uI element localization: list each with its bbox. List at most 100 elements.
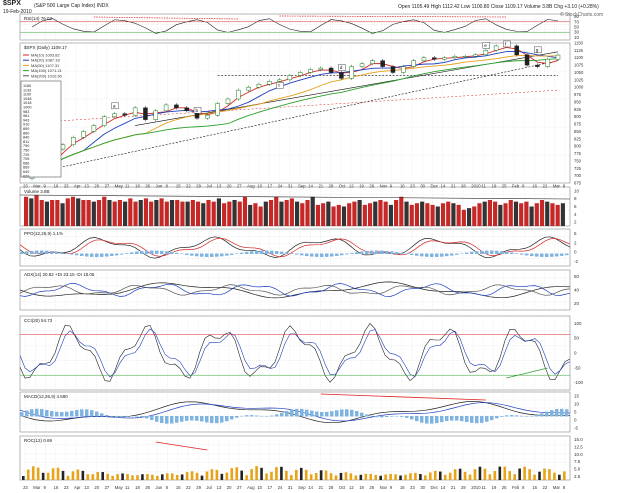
panel-frame-ppo: [19, 228, 571, 267]
price-tick: 1125: [574, 48, 584, 53]
x-tick-top: Dec: [431, 184, 438, 189]
fib-level: 910: [23, 123, 29, 127]
ppo-histogram-bar: [135, 251, 139, 254]
volume-bar: [237, 201, 242, 226]
x-tick-bottom: Mar: [553, 485, 561, 490]
roc-bar: [453, 469, 457, 480]
roc-bar: [175, 475, 179, 480]
panel-label-williams: CCI(20) 54.73: [24, 318, 53, 323]
volume-bar: [190, 200, 195, 226]
macd-histogram-bar: [230, 416, 234, 420]
ppo-histogram-bar: [420, 253, 424, 257]
x-tick-top: Nov: [380, 184, 388, 189]
volume-panel: [19, 194, 571, 226]
x-tick-top: 2010: [471, 184, 481, 189]
macd-histogram-bar: [495, 416, 499, 419]
roc-bar: [384, 474, 387, 480]
y-tick-ppo: 2: [574, 240, 577, 245]
volume-bar: [300, 203, 305, 226]
x-tick-bottom: 11: [481, 485, 486, 490]
volume-bar: [175, 200, 180, 226]
fib-level: 1100: [23, 93, 31, 97]
macd-histogram-bar: [225, 416, 229, 422]
roc-bar: [394, 474, 397, 480]
macd-histogram-bar: [425, 416, 429, 424]
price-tick: 750: [574, 158, 582, 163]
fib-level: 1018: [23, 101, 31, 105]
macd-histogram-bar: [30, 409, 34, 417]
roc-bar: [160, 474, 164, 480]
macd-histogram-bar: [255, 415, 259, 417]
macd-histogram-bar: [385, 416, 389, 418]
ppo-histogram-bar: [435, 253, 439, 257]
macd-histogram-bar: [355, 411, 359, 417]
volume-bar: [263, 201, 268, 226]
macd-histogram-bar: [120, 416, 124, 418]
macd-histogram-bar: [280, 412, 284, 417]
price-tick: 725: [574, 166, 582, 171]
roc-bar: [374, 474, 378, 480]
ppo-histogram-bar: [145, 250, 149, 254]
volume-bar: [472, 206, 477, 226]
ppo-histogram-bar: [455, 253, 459, 255]
roc-bar: [299, 467, 303, 480]
x-tick-top: 22: [186, 184, 191, 189]
x-tick-top: 16: [532, 184, 537, 189]
volume-bar: [560, 203, 565, 226]
volume-bar: [367, 203, 373, 226]
macd-histogram-bar: [240, 415, 244, 417]
ppo-histogram-bar: [275, 251, 279, 254]
macd-histogram-bar: [110, 416, 114, 417]
annotation-box: [111, 102, 119, 110]
x-tick-top: 23: [64, 184, 69, 189]
volume-bar: [409, 204, 414, 226]
x-tick-top: 22: [543, 184, 548, 189]
candle-body: [246, 86, 251, 91]
macd-histogram-bar: [365, 414, 369, 417]
panel-label-adx: ADX(14) 20.82 +DI 23.15 -DI 18.05: [24, 272, 95, 277]
y-tick-macd: 15: [574, 394, 580, 399]
x-tick-bottom: 14: [308, 485, 313, 490]
candle-body: [524, 54, 530, 66]
ppo-histogram-bar: [505, 251, 509, 254]
volume-bar: [498, 204, 503, 226]
ppo-histogram-bar: [320, 253, 324, 257]
macd-histogram-bar: [525, 416, 529, 417]
x-tick-bottom: 28: [329, 485, 334, 490]
roc-bar: [31, 466, 35, 480]
ppo-histogram-bar: [305, 253, 309, 257]
roc-bar: [131, 475, 134, 480]
x-tick-bottom: 12: [349, 485, 354, 490]
annotation-label: g: [536, 47, 539, 52]
ppo-histogram-bar: [310, 253, 314, 257]
macd-histogram-bar: [320, 411, 324, 417]
roc-bar: [81, 470, 85, 480]
volume-bar: [326, 201, 331, 226]
y-tick-volume: 2: [574, 220, 577, 225]
macd-histogram-bar: [155, 416, 159, 422]
x-tick-top: 8: [522, 184, 525, 189]
roc-bar: [339, 472, 343, 480]
x-tick-bottom: Mar: [33, 485, 41, 490]
x-tick-bottom: 9: [390, 485, 393, 490]
price-tick: 875: [574, 122, 582, 127]
volume-bar: [107, 200, 112, 226]
y-tick-adx: 20: [574, 301, 580, 306]
candle-body: [163, 104, 169, 112]
x-tick-top: 20: [227, 184, 232, 189]
ppo-histogram-bar: [490, 250, 494, 254]
volume-bar: [185, 201, 190, 226]
ppo-histogram-bar: [405, 253, 409, 255]
x-tick-bottom: 8: [563, 485, 566, 490]
ppo-histogram-bar: [195, 253, 199, 257]
x-tick-top: 9: [43, 184, 46, 189]
macd-histogram-bar: [150, 416, 154, 421]
macd-histogram-bar: [300, 408, 304, 417]
roc-bar: [156, 475, 159, 480]
annotation-label: f: [505, 41, 507, 46]
macd-histogram-bar: [435, 416, 439, 424]
y-tick-rsi: 50: [574, 25, 580, 30]
ma-20-line: [31, 50, 559, 177]
macd-histogram-bar: [245, 415, 249, 417]
x-tick-bottom: Oct: [339, 485, 346, 490]
